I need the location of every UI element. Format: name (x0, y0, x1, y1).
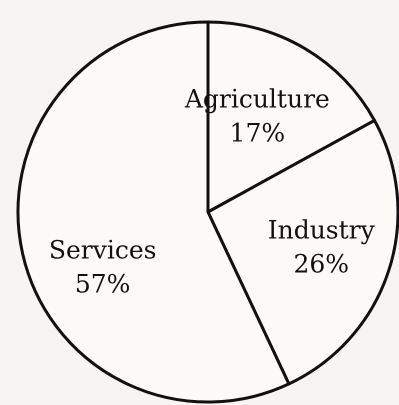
slice-value-agriculture: 17% (230, 118, 286, 147)
pie-slice-industry (206, 118, 399, 386)
pie-slice-agriculture (206, 20, 376, 214)
slice-value-services: 57% (75, 270, 131, 299)
pie-labels: Agriculture 17% Industry 26% Services 57% (49, 84, 376, 298)
pie-slices (16, 20, 399, 404)
slice-label-services: Services (49, 236, 157, 265)
slice-label-agriculture: Agriculture (184, 84, 330, 113)
slice-label-industry: Industry (268, 215, 376, 244)
pie-slice-services (16, 20, 291, 404)
slice-value-industry: 26% (293, 249, 349, 278)
